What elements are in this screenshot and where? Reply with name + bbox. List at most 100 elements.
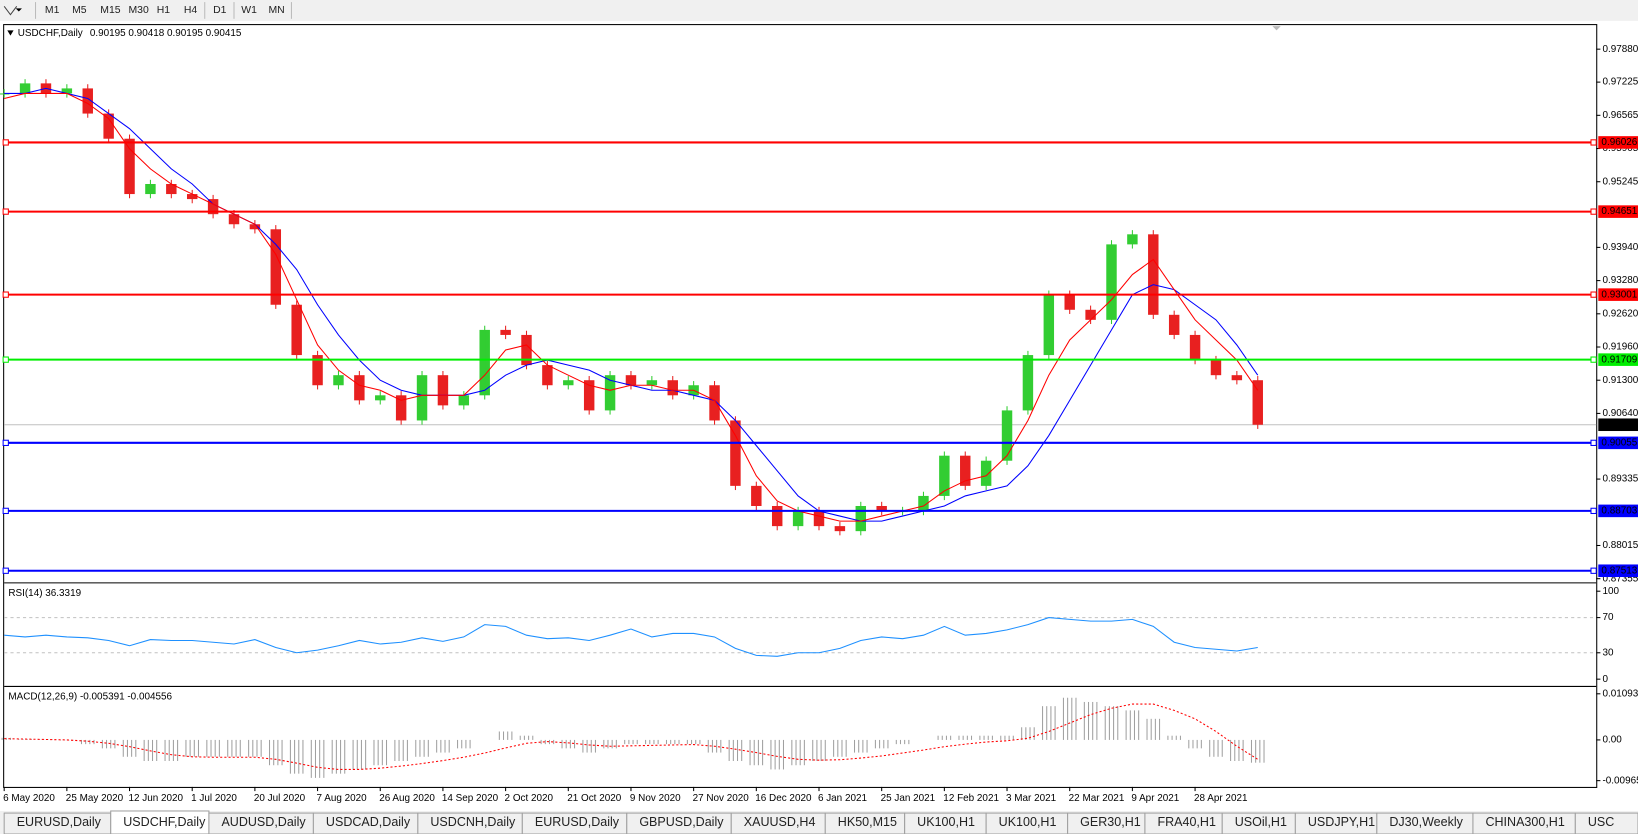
tab-label[interactable]: UK100,H1 [917, 815, 975, 829]
tab-label[interactable]: CHINA300,H1 [1485, 815, 1564, 829]
y-tick-label: 100 [1602, 586, 1619, 597]
y-tick-label: 0 [1602, 674, 1608, 685]
y-tick-label: 0.93940 [1602, 242, 1638, 253]
level-label: 0.90055 [1601, 437, 1637, 448]
timeframe-button[interactable] [153, 1, 181, 20]
level-anchor[interactable] [2, 567, 9, 574]
timeframe-button[interactable] [180, 1, 208, 20]
tab-label[interactable]: FRA40,H1 [1157, 815, 1215, 829]
timeframe-button[interactable] [125, 1, 153, 20]
level-label-box [1598, 436, 1638, 450]
level-anchor[interactable] [2, 439, 9, 446]
tab-label[interactable]: USDCHF,Daily [123, 815, 206, 829]
tool-icon[interactable] [3, 5, 18, 16]
x-tick-label: 14 Sep 2020 [442, 793, 499, 804]
x-tick-label: 9 Apr 2021 [1131, 793, 1179, 804]
tab-label[interactable]: XAUUSD,H4 [744, 815, 816, 829]
level-anchor[interactable] [2, 507, 9, 515]
timeframe-button[interactable] [41, 1, 69, 20]
y-tick-label: 0.92620 [1602, 308, 1638, 319]
x-tick-label: 12 Feb 2021 [943, 793, 999, 804]
level-label: 0.96026 [1601, 137, 1637, 148]
shift-marker [1272, 26, 1281, 31]
level-anchor[interactable] [1590, 208, 1597, 215]
y-tick-label: 0.91300 [1602, 375, 1638, 386]
tabs: EURUSD,Daily USDCHF,Daily AUDUSD,Daily USDC… [3, 810, 1638, 834]
level-label-box [1598, 136, 1638, 149]
y-tick-label: 0.89335 [1602, 474, 1638, 485]
level-anchor[interactable] [1590, 291, 1597, 298]
timeframe-label[interactable]: M5 [72, 5, 87, 16]
level-label: 0.87513 [1601, 565, 1637, 576]
timeframe-label[interactable]: M30 [128, 5, 148, 16]
timeframe-button[interactable] [68, 1, 97, 20]
chart-window [0, 20, 1638, 811]
rsi-title: RSI(14) 36.3319 [8, 588, 81, 599]
x-tick-label: 12 Jun 2020 [128, 793, 183, 804]
macd-title: MACD(12,26,9) -0.005391 -0.004556 [8, 692, 172, 703]
timeframe-label[interactable]: M15 [100, 5, 120, 16]
current-price-box [1598, 418, 1638, 432]
macd-signal [4, 703, 1259, 770]
timeframe-label[interactable]: H1 [157, 5, 171, 16]
x-tick-label: 6 May 2020 [3, 793, 55, 804]
level-anchor[interactable] [2, 356, 9, 363]
tab-label[interactable]: AUDUSD,Daily [221, 815, 306, 829]
level-label-box [1598, 205, 1638, 218]
chart-border [3, 24, 1598, 788]
level-anchor[interactable] [1590, 356, 1597, 363]
tab-label[interactable]: USDJPY,H1 [1308, 815, 1375, 829]
timeframe-button[interactable] [238, 1, 266, 20]
tab-label[interactable]: USC [1588, 815, 1614, 829]
x-tick-label: 28 Apr 2021 [1194, 793, 1248, 804]
timeframe-label[interactable]: H4 [184, 5, 198, 16]
quote: 0.90195 0.90418 0.90195 0.90415 [90, 28, 242, 39]
tab-label[interactable]: HK50,M15 [838, 815, 897, 829]
ma-fast [4, 92, 1259, 522]
level-anchor[interactable] [1590, 139, 1597, 146]
dropdown-icon[interactable] [15, 8, 22, 12]
level-anchor[interactable] [1590, 439, 1597, 446]
x-tick-label: 1 Jul 2020 [191, 793, 237, 804]
tab-label[interactable]: GBPUSD,Daily [639, 815, 724, 829]
tab[interactable] [1574, 812, 1638, 834]
level-anchor[interactable] [1590, 567, 1597, 574]
y-tick-label: 30 [1602, 647, 1614, 658]
x-tick-label: 6 Jan 2021 [818, 793, 868, 804]
level-label: 0.91709 [1601, 354, 1637, 365]
level-label: 0.94651 [1601, 206, 1637, 217]
timeframe-label[interactable]: MN [268, 5, 284, 16]
timeframe-button[interactable] [97, 1, 125, 20]
level-anchor[interactable] [2, 291, 9, 298]
y-tick-label: 70 [1602, 612, 1614, 623]
timeframe-button[interactable] [209, 1, 238, 20]
tab-label[interactable]: EURUSD,Daily [17, 815, 102, 829]
tab-label[interactable]: GER30,H1 [1080, 815, 1141, 829]
level-label: 0.88703 [1601, 505, 1637, 516]
x-tick-label: 22 Mar 2021 [1069, 793, 1125, 804]
timeframe-button[interactable] [265, 1, 293, 20]
tab-label[interactable]: EURUSD,Daily [535, 815, 620, 829]
x-tick-label: 7 Aug 2020 [317, 793, 368, 804]
tab-label[interactable]: DJ30,Weekly [1389, 815, 1463, 829]
level-anchor[interactable] [2, 208, 9, 215]
toolbar [0, 0, 1638, 21]
tab-label[interactable]: UK100,H1 [999, 815, 1057, 829]
tab-label[interactable]: USDCAD,Daily [326, 815, 411, 829]
level-label: 0.93001 [1601, 289, 1637, 300]
level-anchor[interactable] [2, 139, 9, 146]
current-price-label: 0.90415 [1601, 419, 1637, 430]
level-anchor[interactable] [1590, 507, 1597, 515]
x-tick-label: 26 Aug 2020 [379, 793, 435, 804]
tab-label[interactable]: USDCNH,Daily [430, 815, 516, 829]
timeframe-label[interactable]: D1 [213, 5, 227, 16]
timeframe-label[interactable]: M1 [45, 5, 60, 16]
y-tick-label: 0.91960 [1602, 342, 1638, 353]
tab-label[interactable]: USOil,H1 [1235, 815, 1287, 829]
timeframe-label[interactable]: W1 [241, 5, 257, 16]
collapse-icon[interactable] [7, 30, 14, 36]
y-tick-label: 0.010933 [1602, 688, 1638, 699]
x-tick-label: 27 Nov 2020 [693, 793, 750, 804]
